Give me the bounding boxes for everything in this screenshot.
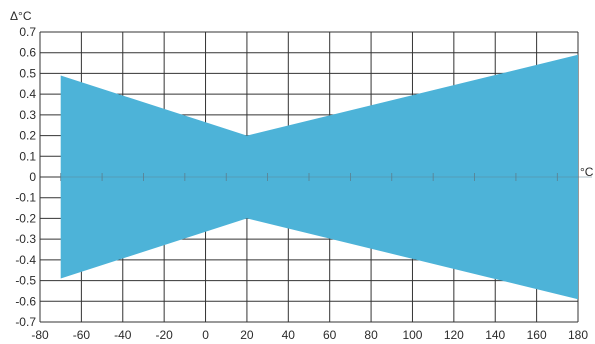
x-axis-tick-labels: -80 -60 -40 -20 0 20 40 60 80 100 120 140 160 180 <box>31 328 588 342</box>
x-tick-label: -40 <box>114 328 132 342</box>
y-tick-label: 0.7 <box>19 25 36 39</box>
y-tick-label: -0.5 <box>15 274 36 288</box>
y-tick-label: 0 <box>29 170 36 184</box>
y-tick-label: -0.7 <box>15 315 36 329</box>
x-tick-label: 60 <box>323 328 337 342</box>
x-tick-label: 0 <box>202 328 209 342</box>
y-tick-label: 0.2 <box>19 129 36 143</box>
y-tick-label: 0.1 <box>19 149 36 163</box>
y-tick-label: 0.4 <box>19 87 36 101</box>
x-tick-label: -20 <box>155 328 173 342</box>
y-axis-label: Δ°C <box>10 9 32 23</box>
y-axis-tick-labels: 0.7 0.6 0.5 0.4 0.3 0.2 0.1 0 -0.1 -0.2 -0.3 -0.4 -0… <box>15 25 36 329</box>
y-tick-label: -0.1 <box>15 191 36 205</box>
y-tick-label: -0.6 <box>15 294 36 308</box>
x-tick-label: 20 <box>240 328 254 342</box>
y-tick-label: -0.4 <box>15 253 36 267</box>
y-tick-label: 0.5 <box>19 66 36 80</box>
x-tick-label: -60 <box>73 328 91 342</box>
x-tick-label: 160 <box>527 328 547 342</box>
x-tick-label: 180 <box>568 328 588 342</box>
y-tick-label: 0.3 <box>19 108 36 122</box>
x-axis-label: °C <box>580 165 594 179</box>
x-tick-label: 100 <box>402 328 422 342</box>
zero-line-ticks <box>60 173 592 181</box>
x-tick-label: 140 <box>485 328 505 342</box>
y-tick-label: 0.6 <box>19 46 36 60</box>
y-tick-label: -0.2 <box>15 211 36 225</box>
y-tick-label: -0.3 <box>15 232 36 246</box>
x-tick-label: 80 <box>364 328 378 342</box>
x-tick-label: 120 <box>444 328 464 342</box>
x-tick-label: 40 <box>282 328 296 342</box>
x-tick-label: -80 <box>31 328 49 342</box>
